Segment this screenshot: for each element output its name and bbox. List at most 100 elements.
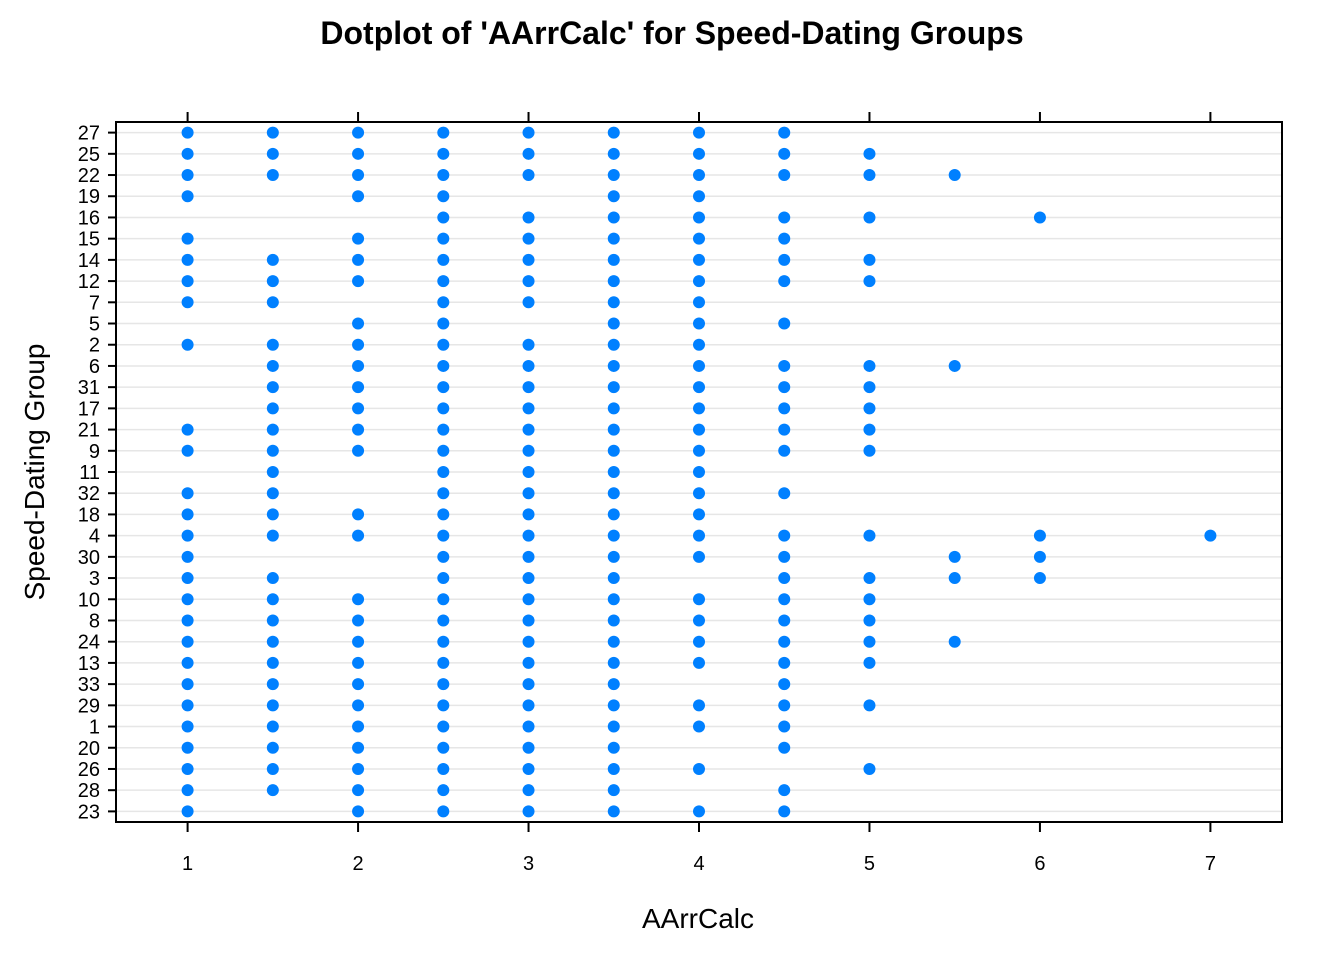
x-tick-label-2: 2 [353, 853, 364, 875]
data-point [778, 656, 791, 669]
data-point [607, 402, 620, 415]
data-point [607, 317, 620, 330]
y-tick-label-31: 31 [78, 377, 100, 399]
data-point [778, 635, 791, 648]
data-point [522, 678, 535, 691]
data-point [693, 699, 705, 712]
data-point [693, 656, 705, 669]
data-point [693, 211, 705, 224]
data-point [522, 635, 535, 648]
data-point [352, 805, 365, 818]
data-point [778, 805, 791, 818]
data-point [437, 762, 450, 775]
x-tick-label-3: 3 [523, 853, 534, 875]
data-point [437, 232, 450, 245]
data-point [863, 423, 876, 436]
data-point [607, 338, 620, 351]
data-point [693, 614, 705, 627]
data-point [181, 296, 194, 309]
data-point [693, 550, 705, 563]
data-point [352, 699, 365, 712]
data-point [778, 444, 791, 457]
data-point [437, 656, 450, 669]
data-point [607, 296, 620, 309]
data-point [522, 593, 535, 606]
data-point [522, 275, 535, 288]
data-point [693, 126, 705, 139]
data-point [181, 169, 194, 182]
y-tick-label-22: 22 [78, 165, 100, 187]
data-point [352, 359, 365, 372]
data-point [266, 656, 279, 669]
data-point [437, 296, 450, 309]
data-point [522, 784, 535, 797]
data-point [266, 678, 279, 691]
data-point [607, 466, 620, 478]
data-point [266, 635, 279, 648]
y-tick-label-33: 33 [78, 674, 100, 696]
y-tick-label-32: 32 [78, 483, 100, 505]
y-tick-label-17: 17 [78, 398, 100, 420]
data-point [607, 253, 620, 266]
data-point [352, 529, 365, 542]
data-point [778, 529, 791, 542]
data-point [437, 487, 450, 500]
data-point [693, 805, 705, 818]
y-tick-label-21: 21 [78, 420, 100, 442]
chart-title: Dotplot of 'AArrCalc' for Speed-Dating G… [320, 15, 1023, 51]
y-tick-label-14: 14 [78, 250, 100, 272]
data-point [778, 550, 791, 563]
data-point [522, 614, 535, 627]
data-point [266, 508, 279, 521]
data-point [948, 572, 961, 585]
data-point [693, 635, 705, 648]
y-tick-label-18: 18 [78, 504, 100, 526]
data-point [266, 296, 279, 309]
y-tick-label-3: 3 [89, 568, 100, 590]
data-point [778, 359, 791, 372]
data-point [266, 593, 279, 606]
data-point [693, 762, 705, 775]
data-point [522, 402, 535, 415]
data-point [522, 720, 535, 733]
data-point [437, 508, 450, 521]
data-point [693, 169, 705, 182]
data-point [607, 444, 620, 457]
data-point [352, 275, 365, 288]
x-axis-title: AArrCalc [642, 903, 754, 934]
data-point [607, 550, 620, 563]
data-point [181, 784, 194, 797]
data-point [693, 359, 705, 372]
x-tick-label-6: 6 [1034, 853, 1045, 875]
data-point [693, 402, 705, 415]
data-point [693, 253, 705, 266]
data-point [607, 593, 620, 606]
data-point [1033, 529, 1046, 542]
data-point [181, 232, 194, 245]
data-point [352, 126, 365, 139]
data-point [437, 784, 450, 797]
data-point [522, 550, 535, 563]
data-point [352, 338, 365, 351]
data-point [607, 381, 620, 394]
data-point [522, 762, 535, 775]
data-point [607, 508, 620, 521]
data-point [863, 169, 876, 182]
data-point [607, 805, 620, 818]
data-point [266, 359, 279, 372]
data-point [352, 762, 365, 775]
data-point [607, 126, 620, 139]
data-point [607, 529, 620, 542]
data-point [522, 423, 535, 436]
data-point [266, 762, 279, 775]
data-point [778, 381, 791, 394]
x-tick-label-5: 5 [864, 853, 875, 875]
data-point [693, 593, 705, 606]
data-point [1204, 529, 1217, 542]
data-point [437, 359, 450, 372]
x-tick-label-1: 1 [182, 853, 193, 875]
data-point [693, 381, 705, 394]
data-point [607, 232, 620, 245]
data-point [352, 317, 365, 330]
x-tick-label-4: 4 [693, 853, 704, 875]
